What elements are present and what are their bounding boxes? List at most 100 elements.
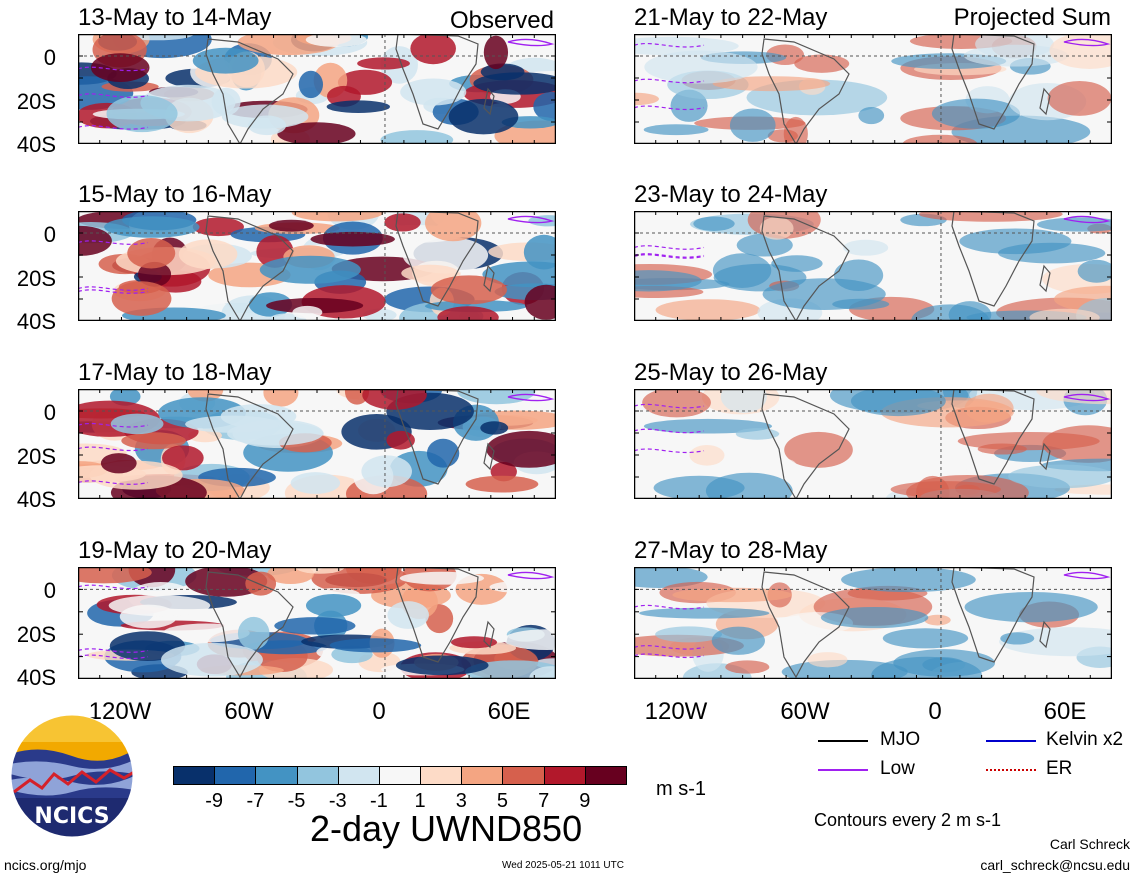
wind-anomaly-blob [305,34,367,47]
wind-anomaly-blob [832,298,890,310]
legend-label-low: Low [880,758,915,779]
ytick-40s-p1: 40S [16,132,56,157]
wind-anomaly-blob [78,567,152,584]
low-contour [634,653,705,659]
low-contour [78,648,149,653]
low-contour [78,480,149,485]
ncics-logo: NCICS [10,714,134,838]
low-contour [78,422,149,428]
wind-anomaly-blob [295,567,345,574]
wind-anomaly-blob [858,106,885,125]
ytick-0-p1: 0 [43,45,56,70]
wind-anomaly-blob [720,389,767,414]
wind-anomaly-blob [437,306,499,321]
wind-anomaly-blob [259,255,361,284]
colorbar-swatch [502,766,545,785]
low-contour [634,403,705,409]
wind-anomaly-blob [820,606,929,629]
coastline [205,567,495,679]
legend-label-er: ER [1046,758,1073,779]
legend-line-mjo [818,740,868,742]
wind-anomaly-blob [964,393,1014,423]
low-contour [507,38,555,47]
low-contour [634,604,705,610]
units-label: m s-1 [656,778,706,800]
wind-anomaly-blob [1008,464,1112,489]
wind-anomaly-blob [975,34,1054,59]
wind-anomaly-blob [106,95,178,133]
panel-title-projected-2: 23-May to 24-May [634,181,828,208]
low-contour [634,78,705,84]
colorbar-swatch [255,766,298,785]
low-contour [78,93,149,98]
wind-anomaly-blob [906,474,1029,499]
wind-anomaly-blob [833,259,884,292]
wind-anomaly-blob [294,389,349,411]
wind-anomaly-blob [305,593,362,618]
legend-line-low [818,769,868,771]
colorbar-swatch [584,766,627,785]
wind-anomaly-blob [964,591,1098,623]
ytick-0-p3: 0 [43,400,56,425]
colorbar-tick-label: 3 [455,790,467,812]
wind-anomaly-blob [111,281,172,316]
wind-anomaly-blob [672,587,792,603]
ytick-40s-p2: 40S [16,309,56,334]
wind-anomaly-blob [178,239,238,270]
ytick-20s-p3: 20S [16,444,56,469]
xtick-0-right: 0 [928,698,942,725]
coastline [205,389,495,499]
wind-anomaly-blob [533,92,556,121]
wind-anomaly-blob [457,389,536,405]
colorbar-tick-label: -1 [370,790,388,812]
wind-anomaly-blob [384,213,421,232]
coastline [761,567,1051,679]
wind-anomaly-blob [399,571,485,585]
colorbar-swatch [543,766,586,785]
wind-anomaly-blob [430,275,507,305]
wind-anomaly-blob [807,652,848,668]
wind-anomaly-blob [211,87,241,116]
wind-anomaly-blob [643,124,709,136]
wind-anomaly-blob [110,413,164,435]
low-contour [1063,571,1111,580]
low-contour [634,448,705,454]
wind-anomaly-blob [402,236,489,274]
wind-anomaly-blob [266,297,364,314]
panel-title-observed-2: 15-May to 16-May [78,181,272,208]
ytick-20s-p4: 20S [16,622,56,647]
map-panel-observed-3 [78,389,556,499]
coastline [761,34,1051,144]
wind-anomaly-blob [998,242,1106,264]
wind-anomaly-blob [400,78,467,106]
wind-anomaly-blob [161,642,263,677]
low-contour [1063,393,1111,402]
panel-title-projected-1: 21-May to 22-May [634,4,828,31]
panel-title-projected-4: 27-May to 28-May [634,537,828,564]
low-contour [1063,215,1111,224]
wind-anomaly-blob [529,666,556,679]
wind-anomaly-blob [783,116,808,144]
wind-anomaly-blob [871,656,982,679]
wind-anomaly-blob [486,430,556,468]
wind-anomaly-blob [712,76,831,92]
wind-anomaly-blob [523,234,556,270]
wind-anomaly-blob [277,122,356,144]
wind-anomaly-blob [977,443,1027,455]
xtick-60w-left: 60W [224,698,274,725]
wind-anomaly-blob [90,53,150,82]
wind-anomaly-blob [644,50,758,84]
wind-anomaly-blob [127,238,176,269]
legend-line-er [986,769,1036,771]
site-url[interactable]: ncics.org/mjo [4,857,87,873]
xtick-60e-right: 60E [1043,698,1087,725]
colorbar-tick-label: -5 [287,790,306,812]
author-email[interactable]: carl_schreck@ncsu.edu [980,857,1130,873]
wind-anomaly-blob [655,299,761,321]
low-contour [78,286,149,291]
low-contour [78,446,149,452]
wind-anomaly-blob [263,389,299,407]
wind-anomaly-blob [528,215,556,227]
wind-anomaly-blob [424,211,482,242]
wind-anomaly-blob [268,219,314,232]
